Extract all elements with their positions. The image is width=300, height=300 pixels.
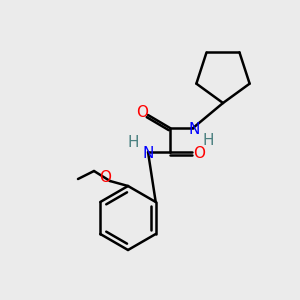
Text: N: N bbox=[142, 146, 154, 161]
Text: H: H bbox=[202, 133, 214, 148]
Text: N: N bbox=[188, 122, 200, 137]
Text: H: H bbox=[127, 135, 139, 150]
Text: O: O bbox=[99, 170, 111, 185]
Text: O: O bbox=[136, 105, 148, 120]
Text: O: O bbox=[193, 146, 205, 161]
